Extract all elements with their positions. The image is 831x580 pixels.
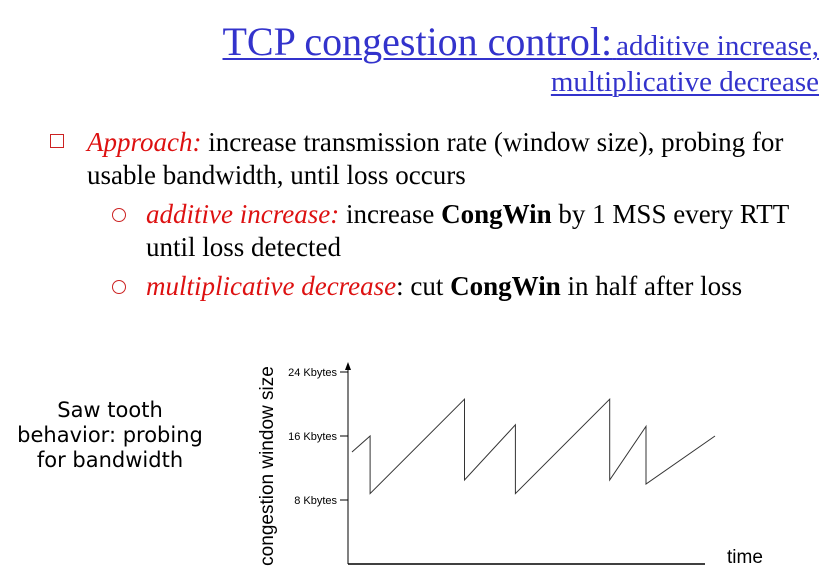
square-bullet-icon — [50, 134, 64, 148]
bullet-multiplicative-decrease: multiplicative decrease: cut CongWin in … — [112, 270, 820, 303]
title-sub-line2: multiplicative decrease — [550, 66, 819, 99]
approach-text: increase transmission rate (window size)… — [87, 127, 784, 190]
y-tick-label: 16 Kbytes — [288, 431, 337, 443]
bullet-approach: Approach: increase transmission rate (wi… — [50, 126, 820, 192]
additive-term: additive increase: — [146, 199, 340, 229]
mult-text-2: in half after loss — [560, 271, 743, 301]
y-tick-label: 24 Kbytes — [288, 367, 337, 379]
circle-bullet-icon — [112, 280, 126, 294]
additive-text-2: by 1 MSS every RTT until loss detected — [146, 199, 789, 262]
x-axis-label: time — [727, 547, 763, 568]
mult-text-1: : cut — [396, 271, 451, 301]
additive-text-1: increase — [339, 199, 442, 229]
approach-term: Approach: — [87, 127, 202, 157]
title-main: TCP congestion control: — [222, 19, 613, 64]
congestion-window-line — [351, 397, 716, 495]
y-axis-label: congestion window size — [257, 366, 278, 566]
y-tick-label: 8 Kbytes — [294, 495, 337, 507]
mult-congwin: CongWin — [450, 271, 561, 301]
sawtooth-note: Saw tooth behavior: probing for bandwidt… — [17, 398, 203, 472]
circle-bullet-icon — [112, 208, 126, 222]
bullet-list: Approach: increase transmission rate (wi… — [50, 126, 820, 303]
bullet-additive-increase: additive increase: increase CongWin by 1… — [112, 198, 820, 264]
y-axis-arrow-icon — [345, 362, 351, 370]
slide-title: TCP congestion control: additive increas… — [59, 18, 820, 99]
additive-congwin: CongWin — [441, 199, 552, 229]
mult-term: multiplicative decrease — [146, 271, 397, 301]
title-sub-line1: additive increase, — [616, 30, 819, 62]
